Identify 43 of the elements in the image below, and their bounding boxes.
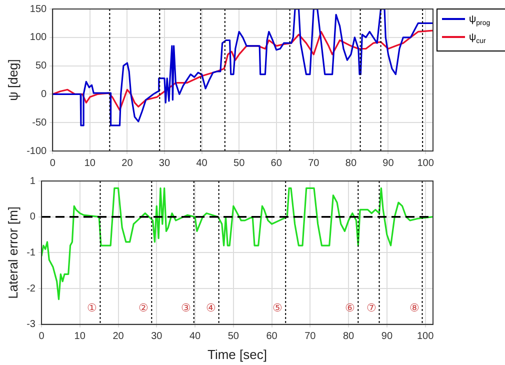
annotation: ② (138, 302, 149, 314)
x-tick-label: 80 (345, 158, 357, 169)
x-axis-title: Time [sec] (208, 346, 267, 362)
x-tick-label: 80 (342, 331, 355, 342)
x-tick-label: 40 (189, 331, 202, 342)
annotation: ⑤ (272, 302, 283, 314)
x-tick-label: 100 (416, 331, 434, 342)
x-tick-label: 90 (382, 158, 394, 169)
x-tick-label: 10 (74, 331, 86, 342)
x-tick-label: 60 (266, 331, 278, 342)
annotation: ③ (180, 302, 191, 314)
y-tick-label: 0 (41, 88, 48, 100)
y-tick-label: 1 (30, 176, 36, 187)
x-tick-label: 70 (308, 158, 320, 169)
annotation: ④ (206, 302, 216, 314)
x-tick-label: 70 (304, 331, 316, 342)
x-tick-label: 30 (158, 158, 170, 169)
y-tick-label: -50 (32, 117, 48, 128)
x-tick-label: 0 (50, 158, 56, 169)
x-tick-label: 30 (151, 331, 163, 342)
y-tick-label: -100 (26, 146, 48, 157)
x-tick-label: 40 (196, 158, 208, 169)
x-tick-label: 100 (417, 158, 434, 169)
annotation: ⑦ (366, 302, 376, 314)
annotation: ⑥ (345, 302, 356, 314)
y-tick-label: 100 (30, 32, 48, 44)
x-tick-label: 20 (122, 158, 134, 169)
y-axis-title: Lateral error [m] (5, 206, 20, 299)
y-tick-label: -2 (26, 283, 36, 294)
x-tick-label: 50 (234, 158, 246, 169)
x-tick-label: 60 (270, 158, 282, 169)
y-tick-label: 150 (30, 4, 48, 15)
annotation: ⑧ (409, 302, 420, 314)
x-tick-label: 90 (381, 331, 393, 342)
x-tick-label: 50 (228, 331, 240, 342)
y-tick-label: 50 (35, 60, 48, 72)
x-tick-label: 20 (112, 331, 124, 342)
y-axis-title: ψ [deg] (5, 59, 20, 101)
y-tick-label: -1 (26, 247, 36, 258)
x-tick-label: 10 (84, 158, 96, 169)
y-tick-label: -3 (26, 319, 36, 330)
annotation: ① (87, 302, 98, 314)
y-tick-label: 0 (30, 212, 36, 223)
